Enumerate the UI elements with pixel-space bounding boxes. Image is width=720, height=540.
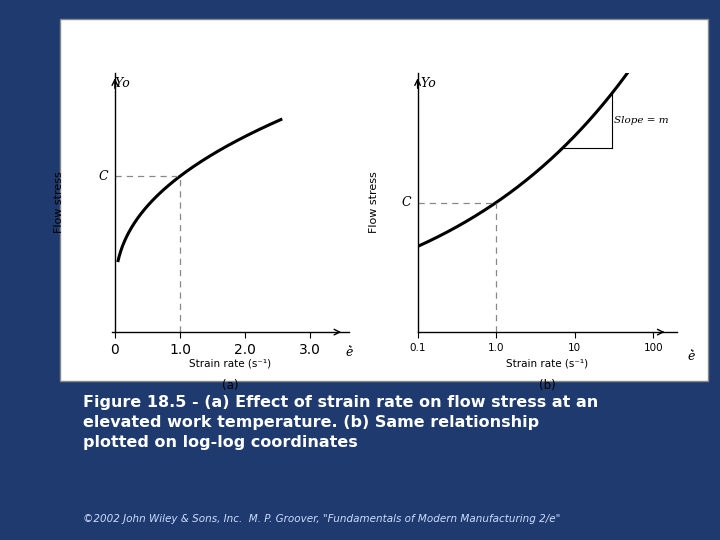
Text: ė̇: ė̇ (346, 346, 354, 359)
Text: C: C (99, 170, 108, 183)
Text: Slope = m: Slope = m (614, 116, 668, 125)
Text: Flow stress: Flow stress (369, 172, 379, 233)
Text: Figure 18.5 - (a) Effect of strain rate on flow stress at an
elevated work tempe: Figure 18.5 - (a) Effect of strain rate … (83, 395, 598, 450)
Text: Yᴏ: Yᴏ (420, 77, 436, 90)
Text: ė̇: ė̇ (687, 350, 695, 363)
Text: Flow stress: Flow stress (54, 172, 64, 233)
Text: Strain rate (s⁻¹): Strain rate (s⁻¹) (506, 358, 588, 368)
Text: ©2002 John Wiley & Sons, Inc.  M. P. Groover, "Fundamentals of Modern Manufactur: ©2002 John Wiley & Sons, Inc. M. P. Groo… (83, 514, 560, 524)
Text: (b): (b) (539, 379, 556, 392)
Text: Yᴏ: Yᴏ (114, 77, 130, 90)
Text: C: C (401, 196, 411, 209)
Text: Strain rate (s⁻¹): Strain rate (s⁻¹) (189, 358, 271, 368)
Text: (a): (a) (222, 379, 238, 392)
